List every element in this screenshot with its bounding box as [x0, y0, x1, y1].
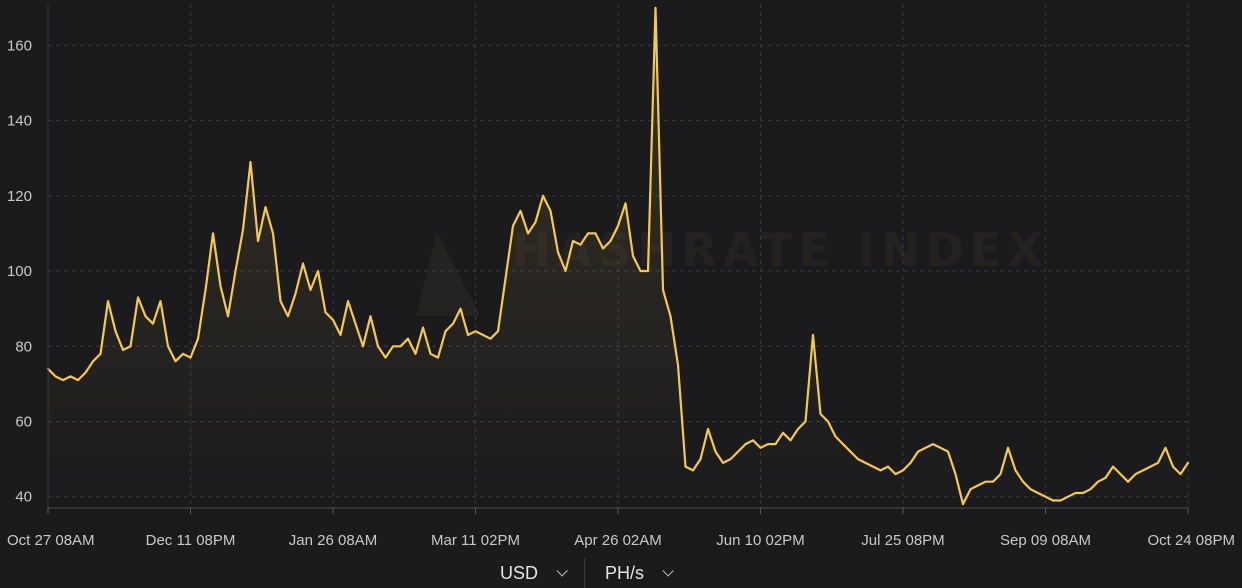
y-tick-label: 100 [7, 263, 32, 280]
chevron-down-icon [556, 565, 568, 577]
currency-label: USD [500, 562, 539, 583]
chevron-down-icon [662, 565, 674, 577]
x-tick-label: Jan 26 08AM [289, 532, 377, 549]
y-tick-label: 120 [7, 188, 32, 205]
chart-controls: USD PH/s [480, 558, 690, 588]
watermark-logo-icon [416, 232, 480, 316]
x-tick-label: Oct 24 08PM [1147, 532, 1235, 549]
y-tick-label: 80 [15, 338, 32, 355]
x-tick-label: Jun 10 02PM [716, 532, 804, 549]
x-axis: Oct 27 08AM Dec 11 08PM Jan 26 08AM Mar 11 … [7, 507, 1235, 549]
x-tick-label: Dec 11 08PM [146, 532, 236, 549]
plot-area [46, 6, 1190, 509]
series-line [46, 6, 1190, 506]
y-tick-label: 60 [15, 413, 32, 430]
unit-selector[interactable]: PH/s [584, 558, 690, 588]
x-tick-label: Jul 25 08PM [861, 532, 944, 549]
unit-label: PH/s [605, 562, 645, 583]
y-tick-label: 140 [7, 113, 32, 130]
y-tick-label: 40 [15, 489, 32, 506]
series-area [48, 7, 1188, 509]
y-tick-label: 160 [7, 37, 32, 54]
x-tick-label: Apr 26 02AM [574, 532, 662, 549]
currency-selector[interactable]: USD [480, 558, 584, 588]
x-tick-label: Mar 11 02PM [431, 532, 520, 549]
x-tick-label: Sep 09 08AM [1000, 532, 1091, 549]
y-axis: 40 60 80 100 120 140 160 [7, 4, 49, 508]
x-tick-label: Oct 27 08AM [7, 532, 95, 549]
